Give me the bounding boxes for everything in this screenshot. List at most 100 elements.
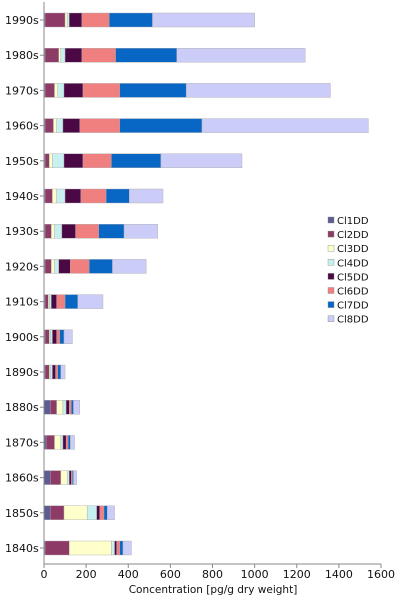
bar-segment-cl2dd	[44, 540, 70, 556]
bar-segment-cl6dd	[75, 223, 99, 239]
bar-segment-cl7dd	[57, 364, 62, 380]
bar-segment-cl4dd	[54, 223, 63, 239]
category-labels: 1990s 1980s 1970s 1960s 1950s 1940s 1930s 1920s…	[5, 14, 39, 555]
legend-swatch	[327, 230, 335, 238]
bar-segment-cl6dd	[69, 400, 72, 415]
bar-segment-cl7dd	[115, 48, 177, 63]
bar-segment-cl1dd	[43, 470, 51, 485]
bar-segment-cl5dd	[65, 400, 70, 415]
legend-label: Cl5DD	[337, 272, 369, 283]
bar-segment-cl4dd	[56, 188, 66, 204]
x-tick-label: 0	[41, 568, 48, 581]
bar-segment-cl8dd	[185, 83, 331, 98]
x-tick-label: 200	[76, 568, 97, 581]
bar-segment-cl3dd	[54, 435, 62, 450]
bar-segment-cl6dd	[99, 505, 105, 520]
category-label: 1840s	[5, 542, 39, 555]
bar-segment-cl7dd	[103, 505, 108, 520]
category-label: 1850s	[5, 507, 39, 520]
bar-segment-cl8dd	[112, 259, 147, 274]
x-tick-label: 1600	[367, 568, 395, 581]
category-label: 1910s	[5, 296, 39, 309]
bar-segment-cl7dd	[119, 118, 203, 133]
bar-segment-cl7dd	[68, 435, 71, 450]
category-label: 1990s	[5, 14, 39, 27]
bar-segment-cl2dd	[50, 400, 57, 415]
bar-segment-cl5dd	[51, 294, 57, 309]
legend-label: Cl6DD	[337, 287, 369, 298]
bar-segment-cl6dd	[55, 364, 58, 380]
bar-segment-cl8dd	[70, 435, 75, 450]
bar-segment-cl7dd	[98, 223, 125, 239]
bar-segment-cl3dd	[60, 470, 68, 485]
bar-segment-cl5dd	[64, 188, 82, 204]
bar-segment-cl5dd	[62, 435, 67, 450]
bar-segment-cl8dd	[201, 118, 369, 133]
bar-segment-cl2dd	[44, 329, 50, 344]
bar-segment-cl5dd	[63, 83, 84, 98]
bar-segment-cl4dd	[49, 294, 52, 309]
bar-segment-cl2dd	[50, 470, 62, 485]
bar-segment-cl4dd	[57, 83, 65, 98]
bar-segment-cl2dd	[44, 118, 54, 133]
bar-segment-cl7dd	[64, 294, 78, 309]
bar-segment-cl3dd	[64, 12, 68, 28]
bar-segment-cl7dd	[89, 259, 113, 274]
x-tick-label: 600	[160, 568, 181, 581]
x-tick-label: 1200	[283, 568, 311, 581]
legend-swatch	[327, 259, 335, 266]
category-label: 1970s	[5, 84, 39, 97]
legend: Cl1DD Cl2DD Cl3DD Cl4DD Cl5DD Cl6DD Cl7DD Cl8DD	[324, 213, 378, 328]
bar-segment-cl3dd	[63, 505, 88, 520]
bar-segment-cl2dd	[44, 259, 52, 274]
bar-segment-cl8dd	[73, 470, 77, 485]
category-label: 1870s	[5, 436, 39, 449]
bar-segment-cl8dd	[73, 400, 81, 415]
category-label: 1930s	[5, 225, 39, 238]
bar-segment-cl1dd	[43, 505, 51, 520]
legend-label: Cl3DD	[337, 244, 369, 255]
bar-segment-cl5dd	[58, 259, 71, 274]
legend-label: Cl8DD	[337, 315, 369, 326]
bar-segment-cl6dd	[82, 83, 121, 98]
bar-segment-cl4dd	[66, 12, 70, 28]
category-label: 1960s	[5, 120, 39, 133]
bar-segment-cl3dd	[54, 83, 58, 98]
bar-segment-cl7dd	[71, 400, 74, 415]
bar-segment-cl6dd	[81, 12, 110, 28]
bar-segment-cl8dd	[63, 329, 73, 344]
bar-segment-cl2dd	[44, 83, 55, 98]
bar-segment-cl8dd	[123, 223, 158, 239]
bar-segment-cl2dd	[44, 153, 50, 169]
bar-segment-cl4dd	[60, 48, 66, 63]
legend-label: Cl7DD	[337, 301, 369, 312]
bar-segment-cl2dd	[44, 364, 50, 380]
bar-segment-cl1dd	[43, 400, 51, 415]
x-tick-label: 400	[118, 568, 139, 581]
bar-segment-cl5dd	[69, 470, 72, 485]
bar-segment-cl3dd	[58, 48, 62, 63]
legend-label: Cl2DD	[337, 230, 369, 241]
bar-segment-cl5dd	[64, 48, 83, 63]
bar-segment-cl2dd	[44, 223, 52, 239]
legend-swatch	[327, 273, 335, 280]
bar-segment-cl5dd	[52, 329, 57, 344]
bar-segment-cl8dd	[160, 153, 243, 169]
bar-segment-cl3dd	[69, 540, 112, 556]
bar-segment-cl5dd	[61, 223, 76, 239]
x-tick-label: 1000	[241, 568, 269, 581]
bar-segment-cl8dd	[77, 294, 104, 309]
bar-segment-cl2dd	[44, 48, 59, 63]
bar-segment-cl8dd	[152, 12, 255, 28]
x-tick-label: 800	[202, 568, 223, 581]
bar-segment-cl6dd	[80, 188, 107, 204]
bar-segment-cl2dd	[44, 294, 49, 309]
bar-segment-cl6dd	[81, 48, 116, 63]
x-tick-label: 1400	[325, 568, 353, 581]
bar-segment-cl5dd	[114, 540, 117, 556]
bar-segment-cl6dd	[56, 294, 66, 309]
bar-segment-cl5dd	[63, 153, 84, 169]
bar-segment-cl4dd	[52, 153, 65, 169]
legend-swatch	[327, 287, 335, 294]
bar-segment-cl6dd	[56, 329, 60, 344]
